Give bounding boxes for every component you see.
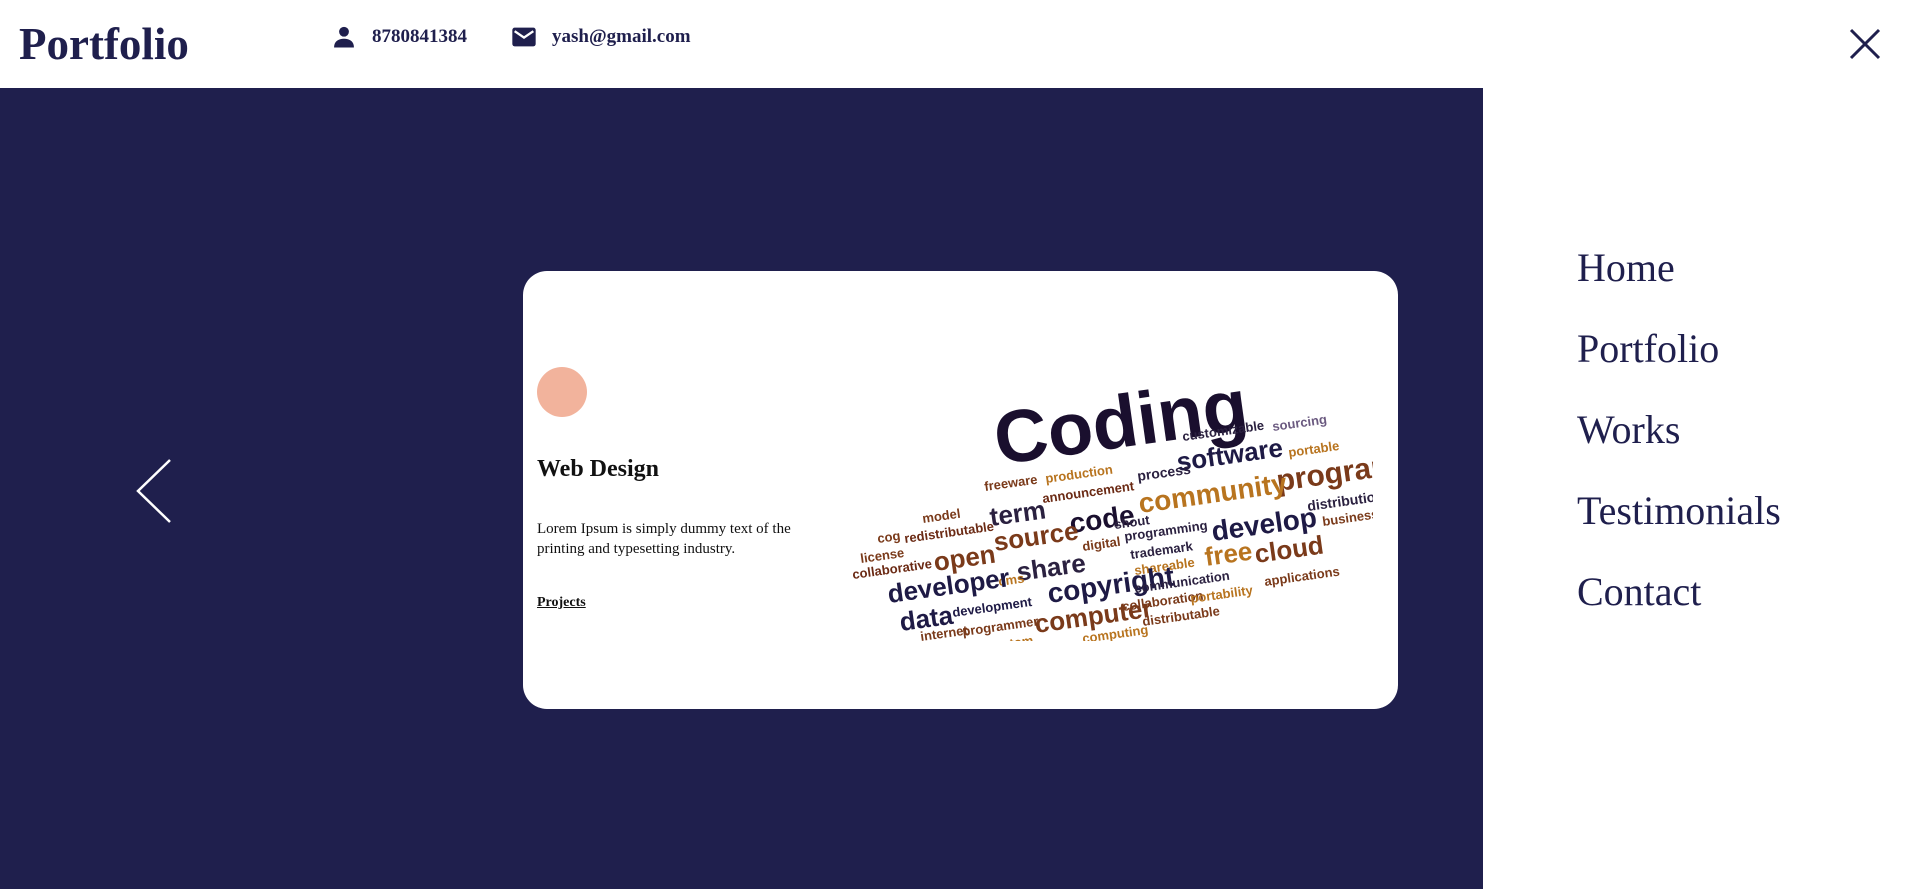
top-bar: Portfolio 8780841384 yash@gmail.com xyxy=(0,0,1920,88)
mail-icon xyxy=(512,27,536,47)
close-icon[interactable] xyxy=(1847,26,1883,62)
cloud-word: custom xyxy=(986,633,1034,641)
nav-item-works[interactable]: Works xyxy=(1577,407,1681,452)
card-title: Web Design xyxy=(537,456,660,482)
nav-item-portfolio[interactable]: Portfolio xyxy=(1577,326,1720,371)
cloud-word: shout xyxy=(1113,512,1151,532)
slider-stage: Web Design Lorem Ipsum is simply dummy t… xyxy=(0,88,1483,889)
card-description: Lorem Ipsum is simply dummy text of the … xyxy=(537,521,791,557)
cloud-word: license xyxy=(859,545,905,566)
nav-item-testimonials[interactable]: Testimonials xyxy=(1577,488,1781,533)
cloud-word: cms xyxy=(997,570,1025,588)
cloud-word: free xyxy=(1203,536,1254,572)
cloud-word: business xyxy=(1321,506,1373,529)
project-card: Web Design Lorem Ipsum is simply dummy t… xyxy=(523,271,1398,709)
phone-number: 8780841384 xyxy=(372,26,467,47)
projects-link[interactable]: Projects xyxy=(537,595,586,610)
nav-item-contact[interactable]: Contact xyxy=(1577,569,1702,614)
main-nav: Home Portfolio Works Testimonials Contac… xyxy=(1577,246,1781,651)
brand-logo[interactable]: Portfolio xyxy=(19,19,189,69)
chevron-left-icon[interactable] xyxy=(134,458,174,524)
cloud-word: model xyxy=(921,506,961,526)
email-contact[interactable]: yash@gmail.com xyxy=(510,20,691,54)
cloud-word: freeware xyxy=(983,472,1038,494)
cloud-word: portable xyxy=(1287,438,1340,460)
person-icon xyxy=(334,26,354,48)
word-cloud-image: Coding customizable sourcing software po… xyxy=(853,363,1373,641)
email-address: yash@gmail.com xyxy=(552,26,691,47)
accent-dot xyxy=(537,367,587,417)
cloud-word: digital xyxy=(1081,534,1121,554)
cloud-word: data xyxy=(898,600,956,637)
cloud-word: applications xyxy=(1263,564,1340,589)
cloud-word: sourcing xyxy=(1271,411,1328,434)
phone-contact[interactable]: 8780841384 xyxy=(330,20,467,54)
cloud-word: process xyxy=(1136,461,1192,484)
cloud-word: internet xyxy=(919,622,969,641)
nav-item-home[interactable]: Home xyxy=(1577,245,1675,290)
cloud-word: cog xyxy=(876,528,901,546)
